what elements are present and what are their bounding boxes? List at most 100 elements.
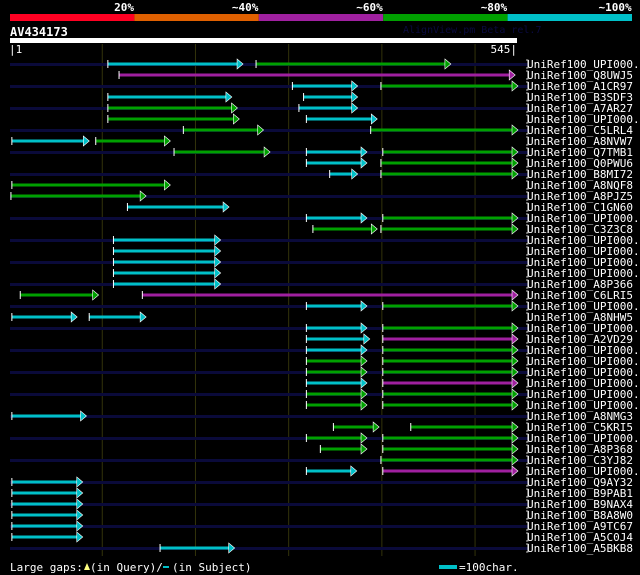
alignment-segment[interactable]	[382, 403, 513, 407]
hit-label[interactable]: UniRef100_A8P368	[527, 443, 633, 456]
hit-row[interactable]: UniRef100_C3Z3C8	[312, 223, 633, 236]
hit-label[interactable]: UniRef100_A8NMG3	[527, 410, 633, 423]
hit-row[interactable]: UniRef100_A8P366	[10, 278, 633, 291]
hit-row[interactable]: UniRef100_C3YJ82	[10, 454, 633, 467]
hit-row[interactable]: UniRef100_A2VD29	[305, 333, 633, 346]
hit-row[interactable]: UniRef100_A8NQF8	[11, 179, 633, 192]
hit-label[interactable]: UniRef100_C6LRI5	[527, 289, 633, 302]
alignment-segment[interactable]	[380, 84, 513, 88]
hit-label[interactable]: UniRef100_C5KRI5	[527, 421, 633, 434]
hit-row[interactable]: UniRef100_B9NAX4	[10, 498, 633, 511]
alignment-segment[interactable]	[107, 95, 227, 99]
hit-row[interactable]: UniRef100_A8PJZ5	[10, 190, 633, 203]
alignment-segment[interactable]	[382, 326, 513, 330]
alignment-segment[interactable]	[306, 337, 365, 341]
hit-label[interactable]: UniRef100_C3Z3C8	[527, 223, 633, 236]
hit-label[interactable]: UniRef100_A2VD29	[527, 333, 633, 346]
alignment-segment[interactable]	[306, 392, 363, 396]
hit-label[interactable]: UniRef100_UPI000..	[527, 234, 640, 247]
alignment-segment[interactable]	[11, 524, 78, 528]
hit-row[interactable]: UniRef100_UPI000..	[10, 322, 640, 335]
alignment-segment[interactable]	[333, 425, 375, 429]
hit-row[interactable]: UniRef100_Q8UWJ5	[118, 69, 633, 82]
alignment-segment[interactable]	[382, 359, 513, 363]
alignment-segment[interactable]	[382, 469, 513, 473]
alignment-segment[interactable]	[11, 491, 78, 495]
alignment-segment[interactable]	[382, 436, 513, 440]
alignment-segment[interactable]	[142, 293, 513, 297]
hit-label[interactable]: UniRef100_A9TC67	[527, 520, 633, 533]
hit-label[interactable]: UniRef100_Q0PWU6	[527, 157, 633, 170]
hit-label[interactable]: UniRef100_UPI000..	[527, 432, 640, 445]
alignment-segment[interactable]	[298, 106, 353, 110]
alignment-segment[interactable]	[119, 73, 511, 77]
hit-label[interactable]: UniRef100_B8A8W0	[527, 509, 633, 522]
hit-label[interactable]: UniRef100_C3YJ82	[527, 454, 633, 467]
alignment-segment[interactable]	[107, 106, 233, 110]
hit-row[interactable]: UniRef100_A8NMG3	[10, 410, 633, 423]
alignment-segment[interactable]	[113, 271, 216, 275]
hit-row[interactable]: UniRef100_B8MI72	[10, 168, 633, 181]
alignment-segment[interactable]	[10, 194, 142, 198]
hit-label[interactable]: UniRef100_UPI000..	[527, 366, 640, 379]
hit-label[interactable]: UniRef100_A8NQF8	[527, 179, 633, 192]
alignment-segment[interactable]	[292, 84, 353, 88]
hit-label[interactable]: UniRef100_Q9AY32	[527, 476, 633, 489]
hit-row[interactable]: UniRef100_A8NHW5	[11, 311, 633, 324]
hit-label[interactable]: UniRef100_UPI000..	[527, 212, 640, 225]
hit-label[interactable]: UniRef100_C5LRL4	[527, 124, 633, 137]
hit-label[interactable]: UniRef100_A7AR27	[527, 102, 633, 115]
hit-row[interactable]: UniRef100_A9TC67	[10, 520, 633, 533]
hit-label[interactable]: UniRef100_UPI000..	[527, 245, 640, 258]
hit-label[interactable]: UniRef100_UPI000..	[527, 399, 640, 412]
hit-row[interactable]: UniRef100_UPI000..	[305, 465, 640, 478]
alignment-segment[interactable]	[306, 117, 373, 121]
hit-label[interactable]: UniRef100_UPI000..	[527, 300, 640, 313]
alignment-segment[interactable]	[306, 436, 363, 440]
hit-row[interactable]: UniRef100_UPI000..	[10, 366, 640, 379]
hit-row[interactable]: UniRef100_UPI000..	[10, 300, 640, 313]
alignment-segment[interactable]	[306, 403, 363, 407]
hit-label[interactable]: UniRef100_UPI000..	[527, 256, 640, 269]
hit-row[interactable]: UniRef100_UPI000..	[305, 399, 640, 412]
hit-label[interactable]: UniRef100_UPI000..	[527, 58, 640, 71]
hit-row[interactable]: UniRef100_UPI000..	[10, 234, 640, 247]
alignment-segment[interactable]	[113, 238, 216, 242]
hit-row[interactable]: UniRef100_UPI000..	[10, 344, 640, 357]
alignment-segment[interactable]	[11, 513, 78, 517]
hit-row[interactable]: UniRef100_B8A8W0	[11, 509, 633, 522]
hit-label[interactable]: UniRef100_Q8UWJ5	[527, 69, 633, 82]
alignment-segment[interactable]	[256, 62, 446, 66]
alignment-segment[interactable]	[113, 249, 216, 253]
alignment-segment[interactable]	[127, 205, 225, 209]
hit-row[interactable]: UniRef100_UPI000..	[305, 355, 640, 368]
hit-label[interactable]: UniRef100_UPI000..	[527, 344, 640, 357]
hit-label[interactable]: UniRef100_A5BKB8	[527, 542, 633, 555]
alignment-segment[interactable]	[11, 414, 82, 418]
hit-row[interactable]: UniRef100_UPI000..	[305, 377, 640, 390]
hit-label[interactable]: UniRef100_UPI000..	[527, 267, 640, 280]
hit-row[interactable]: UniRef100_UPI000..	[10, 212, 640, 225]
alignment-segment[interactable]	[380, 161, 513, 165]
hit-label[interactable]: UniRef100_UPI000..	[527, 113, 640, 126]
alignment-segment[interactable]	[11, 315, 73, 319]
hit-label[interactable]: UniRef100_UPI000..	[527, 388, 640, 401]
alignment-segment[interactable]	[11, 535, 78, 539]
hit-label[interactable]: UniRef100_C1GN60	[527, 201, 633, 214]
alignment-segment[interactable]	[11, 139, 85, 143]
hit-row[interactable]: UniRef100_A7AR27	[10, 102, 633, 115]
alignment-segment[interactable]	[380, 227, 513, 231]
alignment-segment[interactable]	[382, 381, 513, 385]
hit-label[interactable]: UniRef100_Q7TMB1	[527, 146, 633, 159]
alignment-segment[interactable]	[382, 304, 513, 308]
alignment-segment[interactable]	[306, 370, 363, 374]
hit-row[interactable]: UniRef100_C5LRL4	[10, 124, 633, 137]
hit-row[interactable]: UniRef100_B9PAB1	[11, 487, 633, 500]
alignment-segment[interactable]	[382, 216, 513, 220]
alignment-segment[interactable]	[306, 161, 363, 165]
alignment-segment[interactable]	[11, 502, 78, 506]
hit-label[interactable]: UniRef100_B9NAX4	[527, 498, 633, 511]
hit-label[interactable]: UniRef100_A8NVW7	[527, 135, 633, 148]
alignment-segment[interactable]	[306, 469, 352, 473]
alignment-segment[interactable]	[312, 227, 373, 231]
